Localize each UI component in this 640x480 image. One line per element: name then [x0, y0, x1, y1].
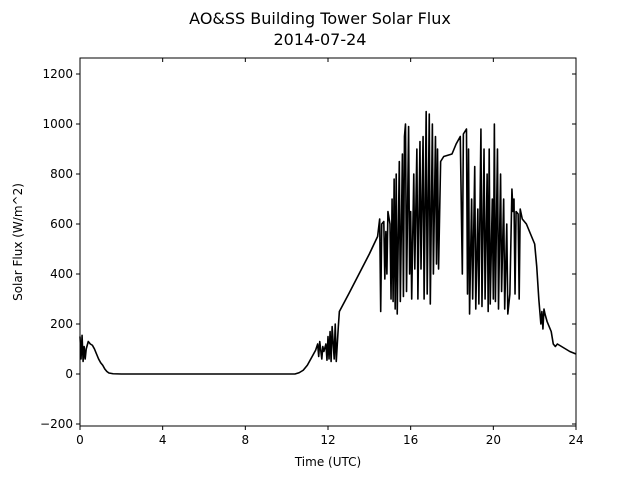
- x-axis-label: Time (UTC): [294, 455, 361, 469]
- x-tick-label: 8: [242, 433, 250, 447]
- plot-frame: [79, 57, 577, 427]
- y-tick-label: 800: [50, 167, 73, 181]
- y-tick-label: 200: [50, 317, 73, 331]
- y-tick-label: −200: [40, 417, 73, 431]
- x-tick-label: 24: [568, 433, 583, 447]
- data-line: [79, 110, 577, 375]
- y-tick-label: 1200: [42, 67, 73, 81]
- x-tick-label: 0: [76, 433, 84, 447]
- y-tick-label: 600: [50, 217, 73, 231]
- chart-title: AO&SS Building Tower Solar Flux: [189, 9, 451, 28]
- y-tick-label: 0: [65, 367, 73, 381]
- x-tick-label: 12: [320, 433, 335, 447]
- y-axis-label: Solar Flux (W/m^2): [11, 183, 25, 301]
- x-tick-label: 20: [486, 433, 501, 447]
- chart-subtitle: 2014-07-24: [274, 30, 367, 49]
- y-tick-label: 400: [50, 267, 73, 281]
- x-tick-label: 4: [159, 433, 167, 447]
- y-tick-label: 1000: [42, 117, 73, 131]
- x-tick-label: 16: [403, 433, 418, 447]
